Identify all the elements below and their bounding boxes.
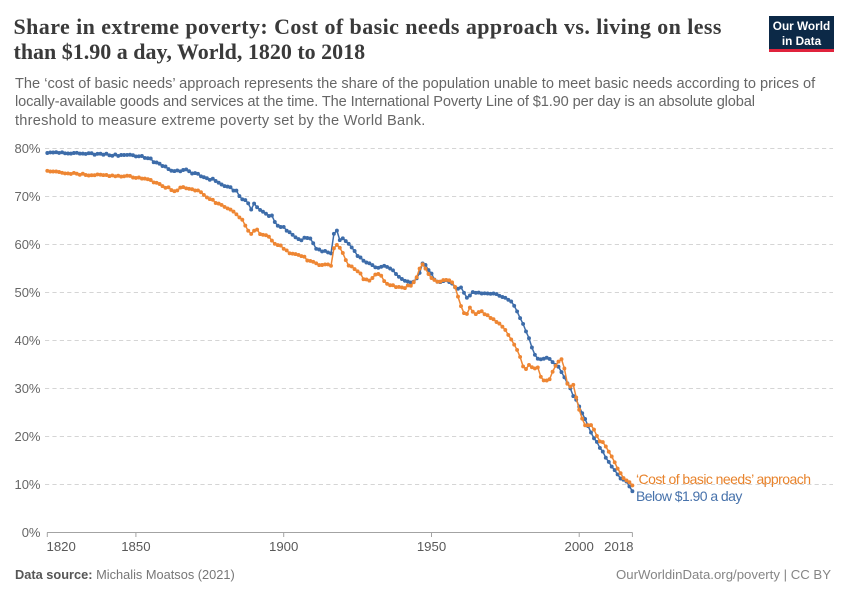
- svg-text:2000: 2000: [565, 539, 594, 554]
- svg-text:20%: 20%: [14, 429, 40, 444]
- svg-text:70%: 70%: [14, 189, 40, 204]
- svg-text:50%: 50%: [14, 285, 40, 300]
- svg-text:1950: 1950: [417, 539, 446, 554]
- svg-text:1850: 1850: [121, 539, 150, 554]
- svg-text:1820: 1820: [47, 539, 76, 554]
- svg-text:30%: 30%: [14, 381, 40, 396]
- svg-text:40%: 40%: [14, 333, 40, 348]
- svg-text:60%: 60%: [14, 237, 40, 252]
- svg-text:0%: 0%: [22, 525, 41, 540]
- svg-text:80%: 80%: [14, 141, 40, 156]
- svg-text:2018: 2018: [604, 539, 633, 554]
- svg-text:1900: 1900: [269, 539, 298, 554]
- svg-text:10%: 10%: [14, 477, 40, 492]
